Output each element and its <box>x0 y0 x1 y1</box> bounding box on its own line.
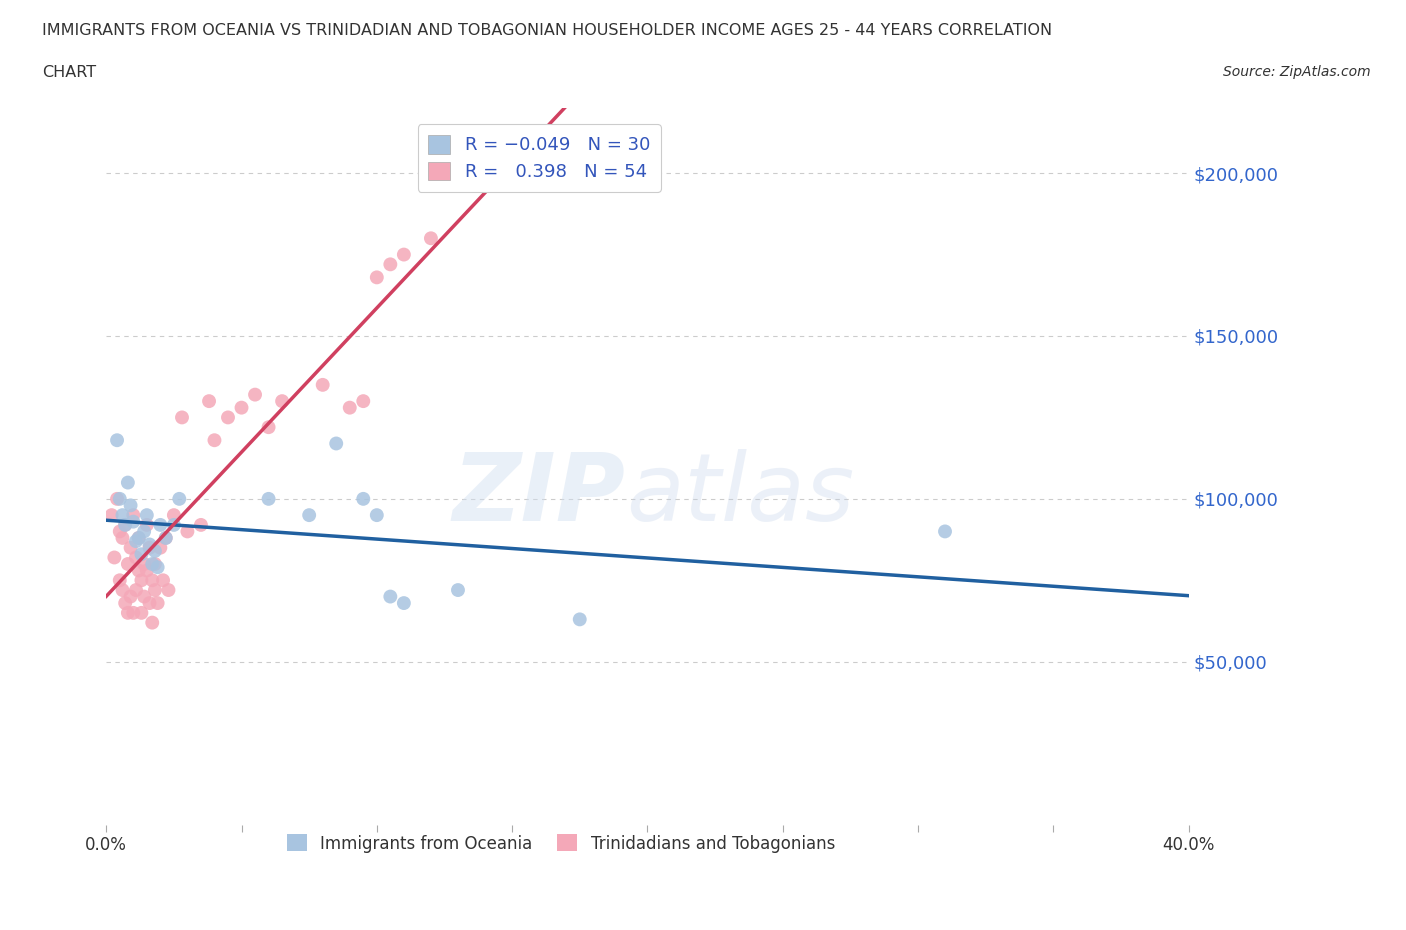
Point <box>114 517 136 532</box>
Point <box>190 517 212 532</box>
Point <box>122 514 145 529</box>
Point <box>120 540 142 555</box>
Point <box>105 491 128 506</box>
Point <box>271 393 294 408</box>
Point <box>134 589 156 604</box>
Point <box>128 530 150 545</box>
Point <box>146 560 169 575</box>
Point <box>155 530 177 545</box>
Point <box>152 573 174 588</box>
Point <box>447 582 470 597</box>
Point <box>352 393 374 408</box>
Point <box>380 589 402 604</box>
Point <box>163 508 186 523</box>
Point <box>143 543 166 558</box>
Point <box>170 410 193 425</box>
Point <box>157 582 180 597</box>
Point <box>339 400 361 415</box>
Point <box>100 508 122 523</box>
Point <box>312 378 335 392</box>
Point <box>143 556 166 571</box>
Point <box>934 524 956 538</box>
Point <box>138 537 160 551</box>
Point <box>125 534 148 549</box>
Text: Source: ZipAtlas.com: Source: ZipAtlas.com <box>1223 65 1371 79</box>
Point <box>392 595 415 610</box>
Point <box>122 508 145 523</box>
Point <box>325 436 347 451</box>
Point <box>176 524 198 538</box>
Point <box>111 530 134 545</box>
Point <box>392 247 415 262</box>
Text: CHART: CHART <box>42 65 96 80</box>
Point <box>141 615 163 630</box>
Point <box>105 432 128 447</box>
Point <box>114 595 136 610</box>
Point <box>131 573 153 588</box>
Point <box>380 257 402 272</box>
Point <box>366 270 388 285</box>
Point <box>146 595 169 610</box>
Text: atlas: atlas <box>626 449 853 540</box>
Point <box>419 231 441 246</box>
Point <box>298 508 321 523</box>
Point <box>141 556 163 571</box>
Point <box>134 556 156 571</box>
Point <box>198 393 221 408</box>
Legend: Immigrants from Oceania, Trinidadians and Tobagonians: Immigrants from Oceania, Trinidadians an… <box>280 828 842 859</box>
Point <box>149 540 172 555</box>
Point <box>366 508 388 523</box>
Point <box>125 550 148 565</box>
Point <box>169 491 191 506</box>
Point <box>163 517 186 532</box>
Point <box>108 573 131 588</box>
Text: ZIP: ZIP <box>453 449 626 541</box>
Point <box>131 547 153 562</box>
Point <box>135 508 157 523</box>
Point <box>135 517 157 532</box>
Point <box>204 432 226 447</box>
Point <box>257 419 280 434</box>
Point <box>138 540 160 555</box>
Point <box>117 556 139 571</box>
Point <box>149 517 172 532</box>
Point <box>120 498 142 512</box>
Point <box>231 400 253 415</box>
Point <box>120 589 142 604</box>
Point <box>135 563 157 578</box>
Point <box>125 582 148 597</box>
Point <box>108 524 131 538</box>
Point <box>122 605 145 620</box>
Point <box>131 605 153 620</box>
Point <box>141 573 163 588</box>
Point <box>217 410 239 425</box>
Point <box>128 530 150 545</box>
Point <box>352 491 374 506</box>
Point <box>117 475 139 490</box>
Point <box>111 582 134 597</box>
Point <box>128 563 150 578</box>
Text: IMMIGRANTS FROM OCEANIA VS TRINIDADIAN AND TOBAGONIAN HOUSEHOLDER INCOME AGES 25: IMMIGRANTS FROM OCEANIA VS TRINIDADIAN A… <box>42 23 1052 38</box>
Point <box>108 491 131 506</box>
Point <box>138 595 160 610</box>
Point <box>114 517 136 532</box>
Point <box>103 550 125 565</box>
Point <box>568 612 591 627</box>
Point <box>143 582 166 597</box>
Point <box>257 491 280 506</box>
Point <box>134 524 156 538</box>
Point <box>243 387 266 402</box>
Point <box>155 530 177 545</box>
Point <box>117 605 139 620</box>
Point <box>111 508 134 523</box>
